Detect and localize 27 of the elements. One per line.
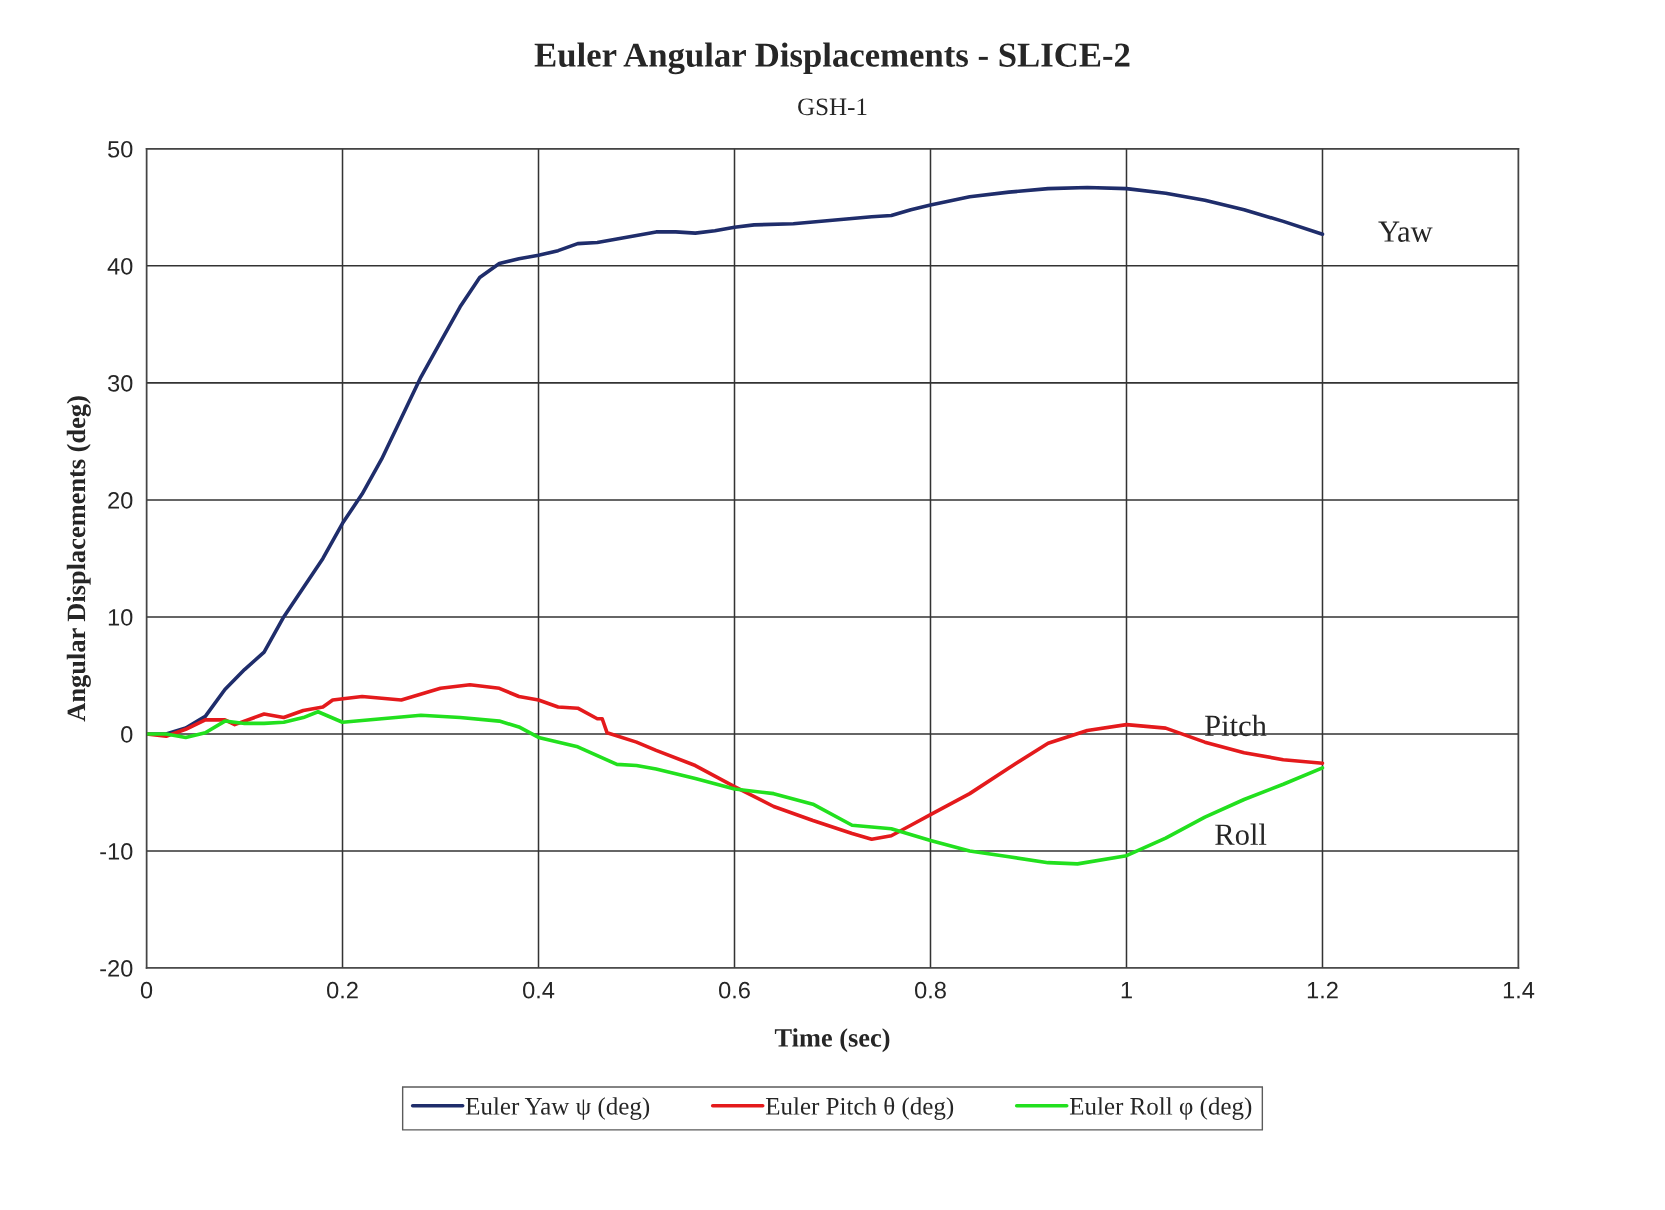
x-tick-label: 0.8	[915, 981, 946, 999]
x-tick-label: 0.4	[523, 981, 555, 999]
x-tick-label: 0	[140, 981, 153, 999]
x-tick-label: 1.4	[1503, 982, 1535, 999]
annotation: Roll	[1215, 823, 1267, 845]
y-tick-label: 30	[107, 374, 133, 392]
x-tick-label: 1	[1121, 982, 1132, 999]
y-tick-label: 20	[108, 491, 133, 509]
x-tick-label: 1.2	[1307, 981, 1338, 999]
annotation: Yaw	[1378, 221, 1433, 242]
y-tick-label: 50	[108, 140, 133, 158]
legend-label: Euler Roll φ (deg)	[1069, 1097, 1252, 1120]
y-axis-title: Angular Displacements (deg)	[66, 396, 91, 722]
y-tick-label: 10	[108, 609, 133, 626]
annotation: Pitch	[1205, 714, 1267, 737]
x-tick-label: 0.6	[719, 981, 750, 999]
y-tick-label: -20	[100, 960, 133, 977]
legend-label: Euler Pitch θ (deg)	[765, 1097, 954, 1120]
chart-title: Euler Angular Displacements - SLICE-2	[534, 42, 1130, 75]
y-tick-label: 40	[107, 257, 133, 275]
y-tick-label: 0	[121, 726, 133, 743]
line-series	[146, 709, 1325, 866]
chart-subtitle: GSH-1	[798, 98, 867, 116]
legend-label: Euler Yaw ψ (deg)	[465, 1097, 650, 1120]
y-tick-label: -10	[100, 843, 133, 860]
x-tick-label: 0.2	[327, 981, 358, 999]
x-axis-title: Time (sec)	[774, 1028, 890, 1053]
